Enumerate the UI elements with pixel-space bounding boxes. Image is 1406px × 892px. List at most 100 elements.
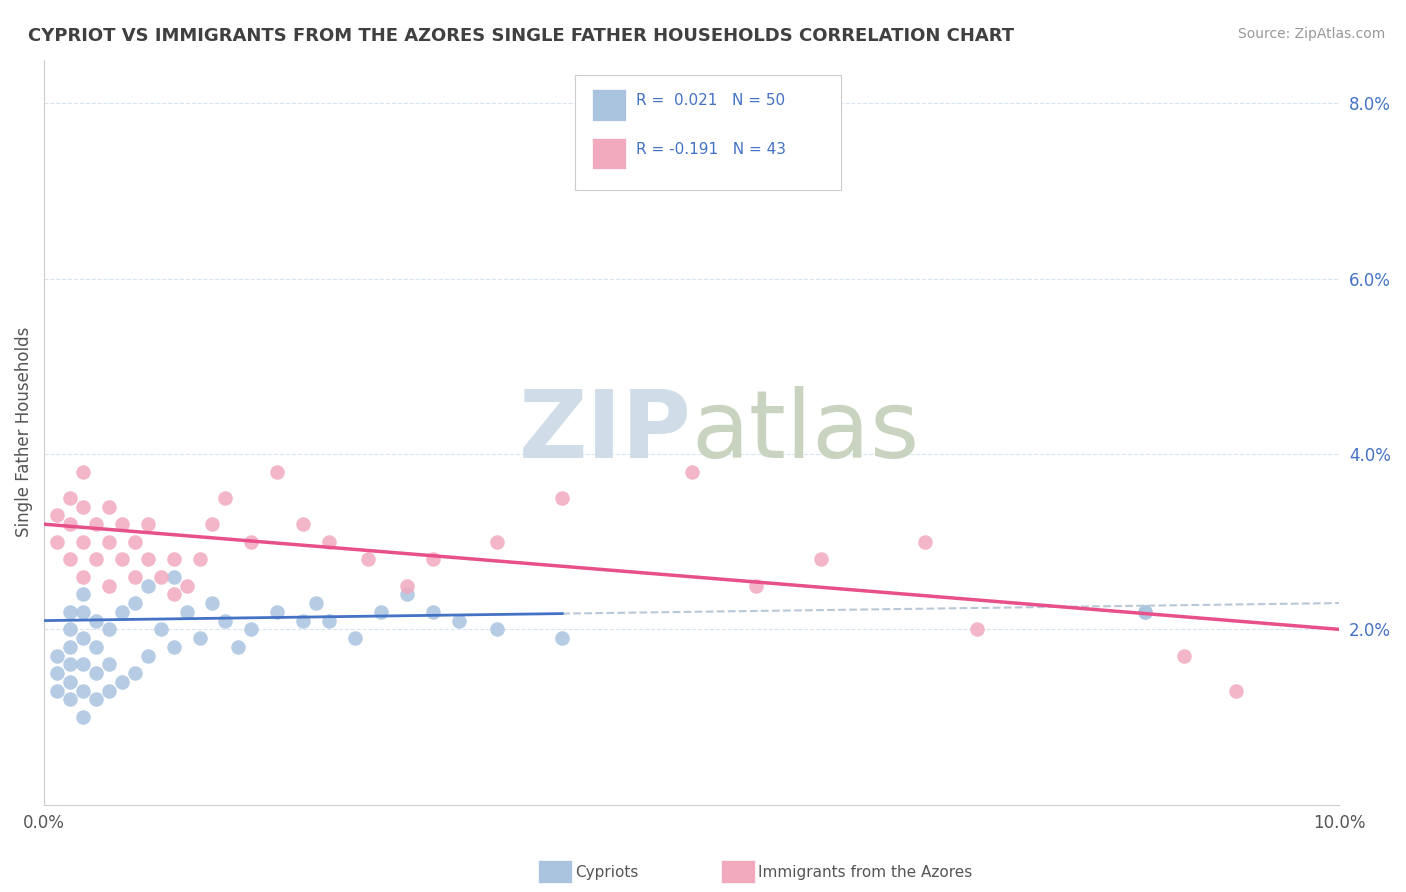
Point (292, 517, 315, 532)
Point (162, 587, 184, 601)
Point (395, 587, 418, 601)
Point (111, 517, 134, 532)
Point (240, 534, 263, 549)
Point (59, 552, 82, 566)
Point (201, 517, 224, 532)
Point (681, 465, 703, 479)
Point (357, 552, 380, 566)
Point (486, 623, 509, 637)
Point (343, 631, 366, 645)
Point (395, 578, 418, 592)
Point (59, 657, 82, 672)
Point (97, 623, 120, 637)
Text: Cypriots: Cypriots (575, 865, 638, 880)
Point (149, 623, 172, 637)
Point (84, 666, 107, 681)
Point (136, 552, 159, 566)
Point (136, 648, 159, 663)
Point (59, 623, 82, 637)
Point (72, 465, 94, 479)
Point (162, 570, 184, 584)
Text: Immigrants from the Azores: Immigrants from the Azores (758, 865, 972, 880)
Point (59, 491, 82, 505)
Text: atlas: atlas (692, 386, 920, 478)
Text: R = -0.191   N = 43: R = -0.191 N = 43 (636, 142, 786, 156)
Point (124, 570, 146, 584)
Point (59, 692, 82, 706)
Point (72, 605, 94, 619)
Point (318, 614, 340, 628)
Point (176, 605, 198, 619)
Point (422, 605, 444, 619)
Point (214, 491, 236, 505)
Point (59, 517, 82, 532)
Point (551, 491, 574, 505)
Point (318, 534, 340, 549)
Point (124, 534, 146, 549)
Point (136, 517, 159, 532)
Point (46, 648, 69, 663)
Point (266, 605, 288, 619)
Point (447, 614, 470, 628)
Point (84, 614, 107, 628)
FancyBboxPatch shape (575, 75, 841, 190)
Point (188, 552, 211, 566)
Point (188, 631, 211, 645)
Point (422, 552, 444, 566)
Point (97, 683, 120, 698)
Point (84, 640, 107, 654)
Point (97, 657, 120, 672)
Point (486, 534, 509, 549)
Text: ZIP: ZIP (519, 386, 692, 478)
FancyBboxPatch shape (592, 138, 626, 169)
Point (97, 500, 120, 514)
Point (84, 517, 107, 532)
Point (745, 578, 768, 592)
Point (97, 578, 120, 592)
Point (72, 500, 94, 514)
Point (59, 675, 82, 690)
FancyBboxPatch shape (592, 89, 626, 120)
Point (136, 578, 159, 592)
Point (46, 666, 69, 681)
Point (305, 596, 328, 610)
Y-axis label: Single Father Households: Single Father Households (15, 327, 32, 537)
Point (1173, 648, 1195, 663)
Point (1225, 683, 1247, 698)
Point (914, 534, 936, 549)
Point (240, 623, 263, 637)
Point (46, 508, 69, 523)
Text: Source: ZipAtlas.com: Source: ZipAtlas.com (1237, 27, 1385, 41)
Point (59, 640, 82, 654)
Point (266, 465, 288, 479)
Point (72, 657, 94, 672)
Point (966, 623, 988, 637)
Point (292, 614, 315, 628)
Point (162, 640, 184, 654)
Point (72, 631, 94, 645)
Point (97, 534, 120, 549)
Point (111, 605, 134, 619)
Point (124, 596, 146, 610)
Point (214, 614, 236, 628)
Point (72, 570, 94, 584)
Point (149, 570, 172, 584)
Point (201, 596, 224, 610)
Point (72, 710, 94, 724)
Point (1133, 605, 1156, 619)
Point (176, 578, 198, 592)
Point (84, 692, 107, 706)
Point (59, 605, 82, 619)
Point (84, 552, 107, 566)
Point (111, 552, 134, 566)
Point (810, 552, 832, 566)
Text: R =  0.021   N = 50: R = 0.021 N = 50 (636, 93, 785, 108)
Point (228, 640, 250, 654)
Point (162, 552, 184, 566)
Point (111, 675, 134, 690)
Point (124, 666, 146, 681)
Point (46, 683, 69, 698)
Point (72, 534, 94, 549)
Point (72, 587, 94, 601)
Point (1133, 605, 1156, 619)
